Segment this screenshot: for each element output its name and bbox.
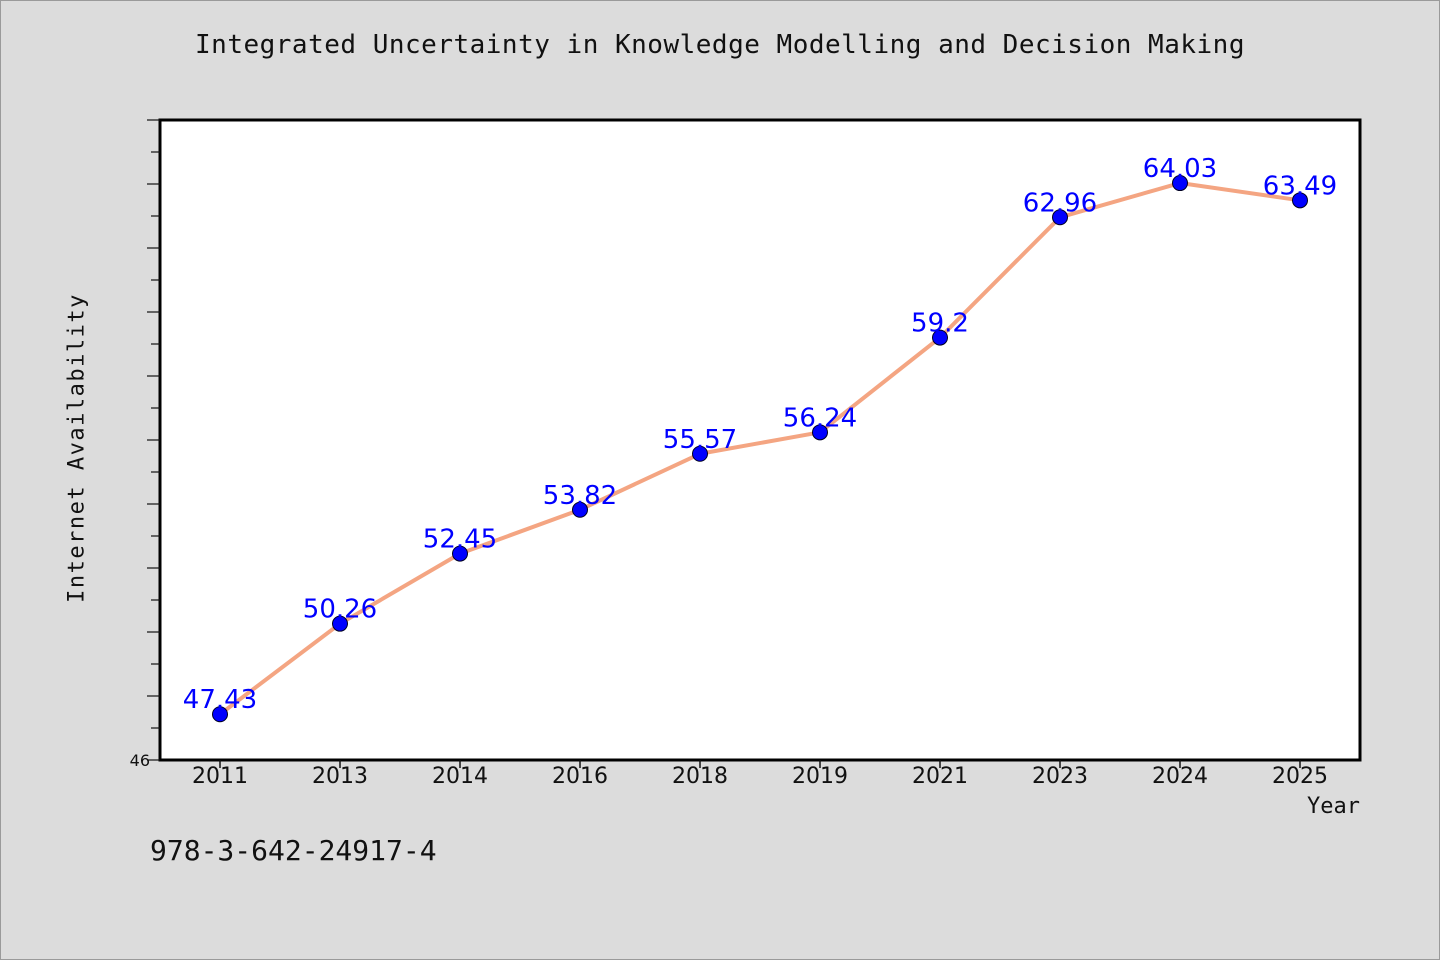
data-label: 64.03 bbox=[1143, 154, 1217, 184]
data-label: 53.82 bbox=[543, 481, 617, 511]
data-label: 62.96 bbox=[1023, 188, 1097, 218]
x-tick-label: 2018 bbox=[672, 764, 728, 789]
data-label: 59.2 bbox=[911, 309, 969, 339]
x-tick-label: 2023 bbox=[1032, 764, 1088, 789]
x-axis-label: Year bbox=[1307, 794, 1360, 819]
x-tick-label: 2011 bbox=[192, 764, 248, 789]
y-tick-label: 46 bbox=[130, 751, 150, 770]
x-tick-label: 2014 bbox=[432, 764, 488, 789]
x-tick-label: 2016 bbox=[552, 764, 608, 789]
x-tick-label: 2024 bbox=[1152, 764, 1208, 789]
data-point bbox=[932, 329, 948, 346]
data-point bbox=[572, 501, 588, 518]
data-label: 50.26 bbox=[303, 595, 377, 625]
data-point bbox=[692, 445, 708, 462]
data-label: 47.43 bbox=[183, 685, 257, 715]
footnote-isbn: 978-3-642-24917-4 bbox=[150, 834, 437, 867]
plot-frame bbox=[158, 118, 1362, 762]
data-point bbox=[812, 424, 828, 441]
data-label: 63.49 bbox=[1263, 171, 1337, 201]
x-tick-label: 2013 bbox=[312, 764, 368, 789]
x-tick-label: 2021 bbox=[912, 764, 968, 789]
x-tick-label: 2019 bbox=[792, 764, 848, 789]
data-label: 52.45 bbox=[423, 525, 497, 555]
data-label: 56.24 bbox=[783, 403, 857, 433]
data-point bbox=[1292, 192, 1308, 209]
series-line bbox=[218, 181, 1301, 716]
data-point bbox=[1052, 209, 1068, 226]
data-point bbox=[332, 615, 348, 632]
x-tick-label: 2025 bbox=[1272, 764, 1328, 789]
data-label: 55.57 bbox=[663, 425, 737, 455]
plot-area: 46 2011 2013 2014 2016 2018 2019 2021 2023 2024 20… bbox=[130, 118, 1362, 789]
data-point bbox=[212, 706, 228, 723]
chart-title: Integrated Uncertainty in Knowledge Mode… bbox=[195, 30, 1245, 60]
data-point bbox=[452, 545, 468, 562]
data-point bbox=[1172, 175, 1188, 192]
